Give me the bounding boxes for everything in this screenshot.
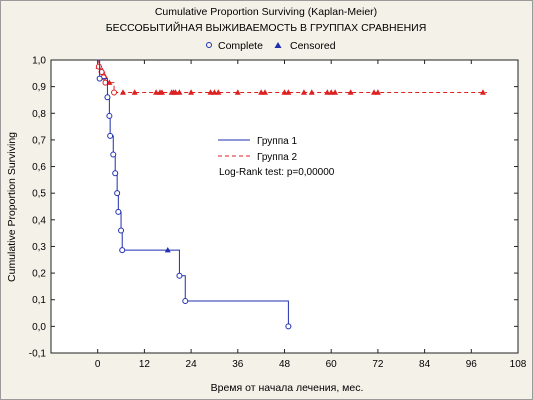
group1-complete-marker bbox=[119, 247, 126, 254]
group1-complete-marker bbox=[112, 170, 119, 177]
y-tick-label: 0,7 bbox=[32, 135, 46, 146]
group2-complete-marker bbox=[102, 79, 109, 86]
plot-area bbox=[50, 59, 519, 354]
x-tick-label: 36 bbox=[232, 359, 244, 370]
y-tick-label: 0,3 bbox=[32, 242, 46, 253]
legend-group2-label: Группа 2 bbox=[257, 152, 297, 163]
group2-complete-marker bbox=[95, 63, 102, 70]
y-tick-label: 0,6 bbox=[32, 162, 46, 173]
group2-censored-marker bbox=[285, 89, 292, 95]
group2-censored-marker bbox=[371, 89, 378, 95]
group2-censored-marker bbox=[374, 89, 381, 95]
y-tick-label: 0,0 bbox=[32, 322, 46, 333]
group2-censored-marker bbox=[258, 89, 265, 95]
x-tick-label: 60 bbox=[326, 359, 338, 370]
logrank-annotation: Log-Rank test: p=0,00000 bbox=[219, 167, 335, 178]
group2-censored-marker bbox=[211, 89, 218, 95]
x-tick-label: 108 bbox=[510, 359, 527, 370]
y-tick-label: 0,5 bbox=[32, 189, 46, 200]
inner-legend: Группа 1 Группа 2 Log-Rank test: p=0,000… bbox=[218, 136, 335, 178]
group2-censored-marker bbox=[207, 89, 214, 95]
legend-censored-label: Censored bbox=[290, 40, 336, 52]
x-tick-label: 96 bbox=[466, 359, 478, 370]
group2-censored-marker bbox=[153, 89, 160, 95]
group2-censored-marker bbox=[347, 89, 354, 95]
group1-complete-marker bbox=[182, 298, 189, 305]
chart-title: Cumulative Proportion Surviving (Kaplan-… bbox=[155, 6, 377, 18]
x-tick-label: 48 bbox=[279, 359, 291, 370]
y-tick-label: 0,2 bbox=[32, 269, 46, 280]
y-tick-label: 0,8 bbox=[32, 109, 46, 120]
group1-complete-marker bbox=[96, 75, 103, 82]
group2-censored-marker bbox=[158, 89, 165, 95]
group1-complete-marker bbox=[110, 151, 117, 158]
axes-layer: -0,1 0,0 0,1 0,2 0,3 0,4 0,5 0,6 0,7 0,8 0,9 1,0 0 12… bbox=[29, 56, 527, 371]
group1-complete-marker bbox=[176, 272, 183, 279]
group1-complete-marker bbox=[285, 323, 292, 330]
x-axis-label: Время от начала лечения, мес. bbox=[211, 382, 364, 394]
group2-censored-marker bbox=[172, 89, 179, 95]
legend-censored-marker bbox=[274, 42, 282, 48]
group2-censored-marker bbox=[234, 89, 241, 95]
group2-censored-marker bbox=[308, 89, 315, 95]
group1-censored-marker bbox=[164, 246, 171, 253]
group2-censored-marker bbox=[188, 89, 195, 95]
group2-complete-marker bbox=[111, 89, 118, 96]
y-axis-label: Cumulative Proportion Surviving bbox=[6, 132, 18, 282]
group2-censored-marker bbox=[281, 89, 288, 95]
y-tick-label: 0,4 bbox=[32, 215, 46, 226]
group1-complete-marker bbox=[118, 227, 125, 234]
x-tick-label: 72 bbox=[372, 359, 384, 370]
x-tick-label: 24 bbox=[186, 359, 198, 370]
x-tick-label: 12 bbox=[139, 359, 151, 370]
group2-censored-marker bbox=[262, 89, 269, 95]
y-tick-label: 0,1 bbox=[32, 295, 46, 306]
group2-censored-marker bbox=[300, 89, 307, 95]
legend-complete-label: Complete bbox=[218, 40, 263, 52]
group1-complete-marker bbox=[114, 190, 121, 197]
group1-complete-marker bbox=[106, 112, 113, 119]
y-tick-label: 0,9 bbox=[32, 82, 46, 93]
group2-censored-marker bbox=[131, 89, 138, 95]
group2-complete-marker bbox=[98, 68, 105, 75]
x-tick-label: 0 bbox=[95, 359, 101, 370]
group2-censored-marker bbox=[332, 89, 339, 95]
group2-censored-marker bbox=[215, 89, 222, 95]
group1-complete-marker bbox=[107, 132, 114, 139]
group2-censored-marker bbox=[119, 89, 126, 95]
top-legend: Complete Censored bbox=[206, 40, 336, 52]
group1-complete-marker bbox=[115, 208, 122, 215]
group2-censored-marker bbox=[324, 89, 331, 95]
group2-censored-marker bbox=[176, 89, 183, 95]
group1-complete-marker bbox=[104, 94, 111, 101]
y-tick-label: -0,1 bbox=[29, 349, 47, 360]
x-tick-label: 84 bbox=[419, 359, 431, 370]
chart-subtitle: БЕССОБЫТИЙНАЯ ВЫЖИВАЕМОСТЬ В ГРУППАХ СРА… bbox=[106, 21, 427, 34]
series-layer bbox=[95, 59, 487, 330]
y-tick-label: 1,0 bbox=[32, 56, 46, 67]
group2-censored-marker bbox=[479, 89, 486, 95]
legend-group1-label: Группа 1 bbox=[257, 136, 297, 147]
group2-censored-marker bbox=[328, 89, 335, 95]
legend-complete-marker bbox=[206, 42, 212, 48]
